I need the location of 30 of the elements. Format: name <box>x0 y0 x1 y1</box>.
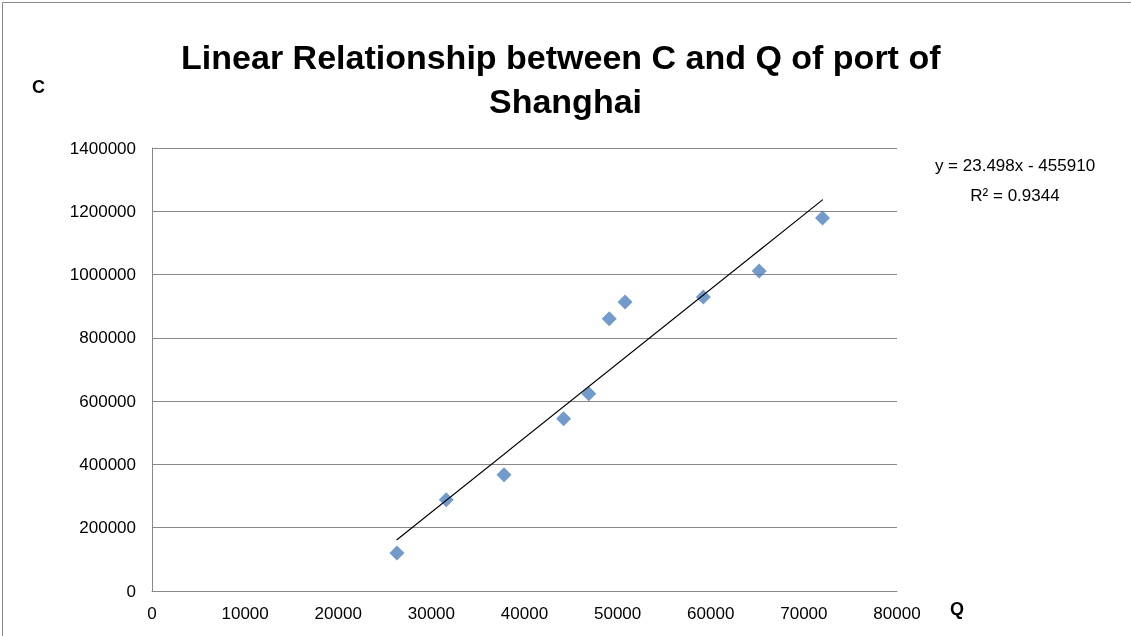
point <box>815 210 830 226</box>
y-tick-label: 200000 <box>79 518 136 538</box>
y-tick-label: 800000 <box>79 328 136 348</box>
y-tick-label: 1200000 <box>69 201 136 221</box>
y-tick-label: 1400000 <box>69 138 136 158</box>
point <box>601 311 617 327</box>
x-tick-label: 30000 <box>407 604 456 623</box>
x-tick-label: 10000 <box>221 604 269 623</box>
text: y = 23.498x - 455910 <box>934 156 1096 175</box>
y-axis-title: C <box>32 77 45 97</box>
y-tick-label: 0 <box>126 581 136 601</box>
x-tick-label: 70000 <box>780 604 828 623</box>
point <box>556 411 572 427</box>
x-tick-label: 80000 <box>873 604 921 623</box>
point <box>751 263 767 279</box>
point <box>617 294 633 310</box>
y-tick-label: 400000 <box>79 454 136 474</box>
point <box>496 467 512 483</box>
x-axis-title: Q <box>950 599 965 619</box>
point <box>581 386 597 402</box>
x-tick-label: 20000 <box>314 604 362 623</box>
text: R² = 0.9344 <box>970 186 1060 205</box>
x-tick-label: 40000 <box>500 604 549 623</box>
y-tick-label: 1000000 <box>69 265 136 285</box>
x-tick-label: 0 <box>147 604 157 623</box>
point <box>389 545 405 561</box>
y-tick-label: 600000 <box>79 391 136 411</box>
x-tick-label: 50000 <box>593 604 642 623</box>
chart-title: Linear Relationship between C and Q of port of Shanghai <box>181 38 950 120</box>
x-tick-label: 60000 <box>687 604 735 623</box>
